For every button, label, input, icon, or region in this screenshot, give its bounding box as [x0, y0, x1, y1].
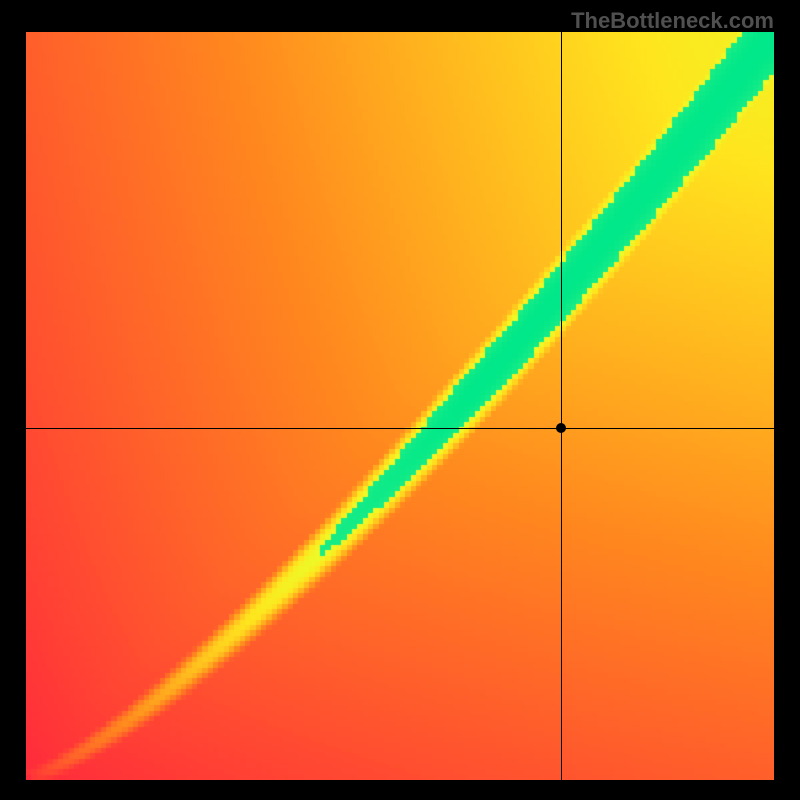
heatmap-canvas	[26, 32, 774, 780]
watermark-text: TheBottleneck.com	[571, 8, 774, 34]
crosshair-horizontal	[26, 428, 774, 429]
plot-area	[26, 32, 774, 780]
marker-dot	[556, 423, 566, 433]
crosshair-vertical	[561, 32, 562, 780]
